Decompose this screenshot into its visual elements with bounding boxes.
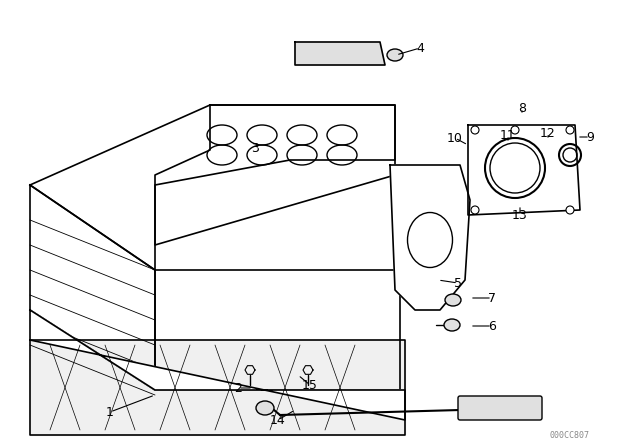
Text: 6: 6 bbox=[488, 319, 496, 332]
Circle shape bbox=[566, 206, 574, 214]
Circle shape bbox=[471, 206, 479, 214]
Polygon shape bbox=[295, 42, 385, 65]
Text: 10: 10 bbox=[447, 132, 463, 145]
Text: 13: 13 bbox=[512, 208, 528, 221]
Ellipse shape bbox=[256, 401, 274, 415]
Polygon shape bbox=[390, 165, 470, 310]
Text: 15: 15 bbox=[302, 379, 318, 392]
Text: 8: 8 bbox=[518, 102, 526, 115]
Text: 5: 5 bbox=[454, 276, 462, 289]
Ellipse shape bbox=[444, 319, 460, 331]
Circle shape bbox=[566, 126, 574, 134]
Text: 9: 9 bbox=[586, 130, 594, 143]
Ellipse shape bbox=[387, 49, 403, 61]
Polygon shape bbox=[468, 125, 580, 215]
FancyBboxPatch shape bbox=[458, 396, 542, 420]
Text: 11: 11 bbox=[500, 129, 516, 142]
Text: 3: 3 bbox=[251, 142, 259, 155]
Polygon shape bbox=[30, 310, 405, 420]
Text: 2: 2 bbox=[234, 382, 242, 395]
Text: 000CC807: 000CC807 bbox=[550, 431, 590, 440]
Circle shape bbox=[511, 126, 519, 134]
Ellipse shape bbox=[445, 294, 461, 306]
Text: 1: 1 bbox=[106, 405, 114, 418]
Text: 12: 12 bbox=[540, 126, 556, 139]
Text: 7: 7 bbox=[488, 292, 496, 305]
Polygon shape bbox=[30, 340, 405, 435]
Text: 4: 4 bbox=[416, 42, 424, 55]
Text: 14: 14 bbox=[270, 414, 286, 426]
Circle shape bbox=[471, 126, 479, 134]
